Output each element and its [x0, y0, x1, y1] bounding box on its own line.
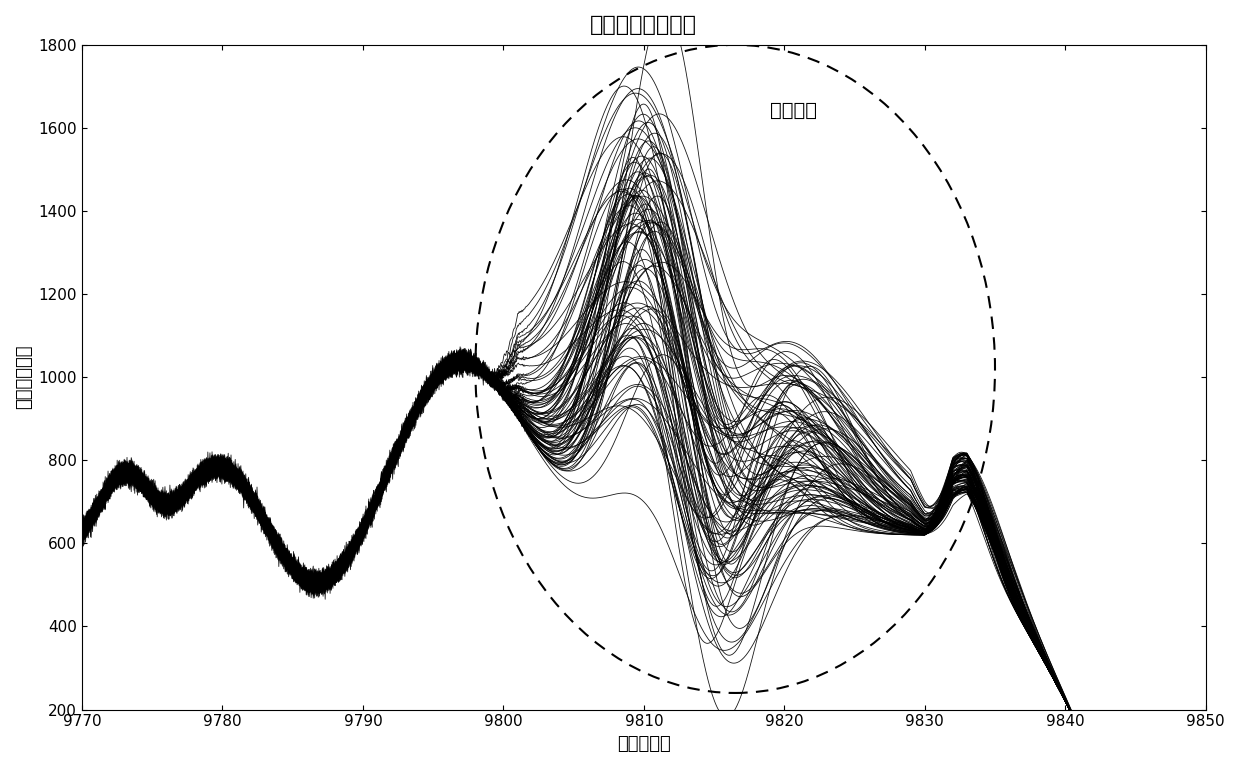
X-axis label: 光纤位置点: 光纤位置点: [618, 735, 671, 753]
Text: 振动区域: 振动区域: [770, 101, 817, 120]
Title: 振动区域典型曲线: 振动区域典型曲线: [590, 15, 697, 35]
Y-axis label: 光功率相对值: 光功率相对值: [15, 345, 33, 409]
